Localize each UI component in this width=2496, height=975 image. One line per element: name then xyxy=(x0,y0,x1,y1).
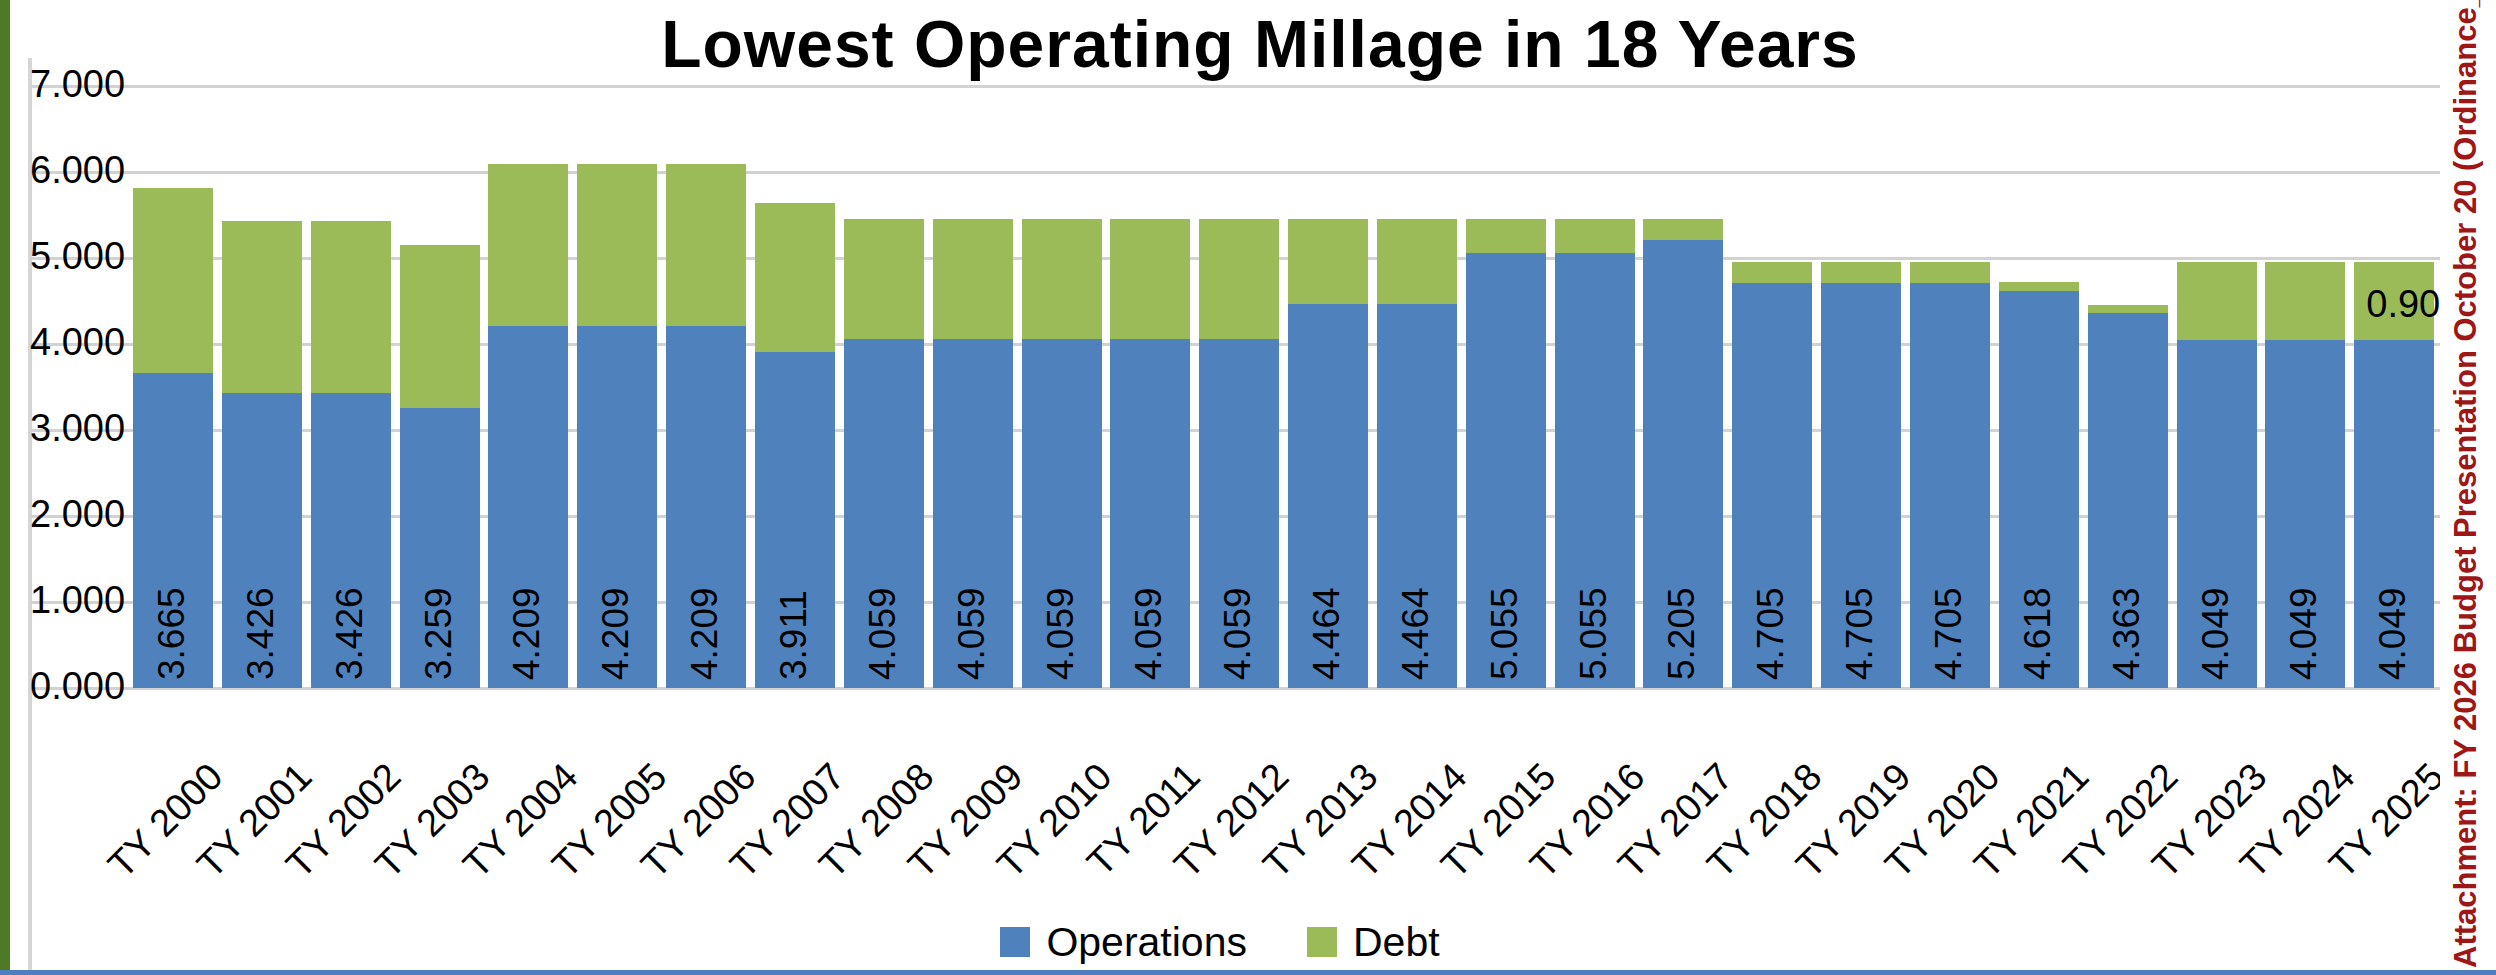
y-axis-label: 7.000 xyxy=(30,63,122,106)
bar-value-label: 4.059 xyxy=(1128,587,1170,680)
bar-value-label: 4.618 xyxy=(2017,587,2059,680)
gridline xyxy=(30,171,2440,174)
bar-value-label: 4.059 xyxy=(862,587,904,680)
bar-segment-debt xyxy=(133,188,213,372)
bar-value-label: 4.059 xyxy=(951,587,993,680)
bar-value-label: 4.049 xyxy=(2283,587,2325,680)
bar-value-label: 5.205 xyxy=(1661,587,1703,680)
bar-value-label: 3.665 xyxy=(151,587,193,680)
bar-value-label: 4.059 xyxy=(1217,587,1259,680)
bar-value-label: 5.055 xyxy=(1573,587,1615,680)
bar-segment-debt xyxy=(1732,262,1812,283)
bar-value-label: 4.464 xyxy=(1306,587,1348,680)
bar-segment-debt xyxy=(1821,262,1901,283)
y-axis-label: 6.000 xyxy=(30,149,122,192)
legend-item-debt: Debt xyxy=(1307,919,1440,966)
chart-legend: Operations Debt xyxy=(0,916,2440,968)
y-axis-label: 4.000 xyxy=(30,321,122,364)
bar-segment-debt xyxy=(1643,219,1723,241)
bar-value-label: 3.259 xyxy=(418,587,460,680)
y-axis-label: 2.000 xyxy=(30,493,122,536)
bar-segment-debt xyxy=(488,164,568,326)
pdf-sidebar-strip xyxy=(0,0,10,975)
legend-label-debt: Debt xyxy=(1353,919,1440,966)
bar-value-label: 3.911 xyxy=(773,590,815,680)
bar-value-label: 4.059 xyxy=(1040,587,1082,680)
y-axis-label: 5.000 xyxy=(30,235,122,278)
bar-value-label: 4.049 xyxy=(2372,587,2414,680)
bar-value-label: 4.209 xyxy=(595,587,637,680)
pdf-bottom-strip xyxy=(0,970,2496,975)
bar-value-label: 3.426 xyxy=(240,587,282,680)
bar-value-label: 4.363 xyxy=(2106,587,2148,680)
bar-value-label: 4.464 xyxy=(1395,587,1437,680)
bar-segment-debt xyxy=(933,219,1013,339)
operations-swatch-icon xyxy=(1000,927,1030,957)
bar-value-label: 4.705 xyxy=(1928,587,1970,680)
y-axis-label: 1.000 xyxy=(30,579,122,622)
bar-segment-debt xyxy=(1288,219,1368,304)
bar-segment-debt xyxy=(1199,219,1279,339)
legend-label-operations: Operations xyxy=(1046,919,1247,966)
bar-segment-debt xyxy=(311,221,391,393)
bar-segment-debt xyxy=(1022,219,1102,339)
bar-value-label: 4.705 xyxy=(1750,587,1792,680)
bar-value-label: 4.209 xyxy=(506,587,548,680)
bar-segment-debt xyxy=(1910,262,1990,283)
slide-canvas: 0.000 1.000 2.000 3.000 4.000 5.000 6.000 7.000… xyxy=(0,0,2496,975)
bar-value-label: 3.426 xyxy=(329,587,371,680)
bar-segment-debt xyxy=(755,203,835,351)
bar-segment-debt xyxy=(400,245,480,408)
bar-segment-debt xyxy=(1555,219,1635,253)
attachment-note: Attachment: FY 2026 Budget Presentation … xyxy=(2448,0,2484,968)
bar-segment-debt xyxy=(2177,262,2257,339)
bar-segment-debt xyxy=(666,164,746,326)
bar-segment-debt xyxy=(844,219,924,339)
bar-segment-debt xyxy=(2088,305,2168,313)
bar-segment-debt xyxy=(1466,219,1546,253)
bar-segment-debt xyxy=(1110,219,1190,339)
chart-title: Lowest Operating Millage in 18 Years xyxy=(430,6,2090,82)
bar-value-label: 4.705 xyxy=(1839,587,1881,680)
debt-swatch-icon xyxy=(1307,927,1337,957)
y-axis-label: 3.000 xyxy=(30,407,122,450)
bar-value-label: 4.209 xyxy=(684,587,726,680)
bar-segment-debt xyxy=(2265,262,2345,339)
legend-item-operations: Operations xyxy=(1000,919,1247,966)
bar-value-label: 4.049 xyxy=(2195,587,2237,680)
bar-segment-debt xyxy=(222,221,302,393)
bar-segment-debt xyxy=(1377,219,1457,304)
bar-value-label: 5.055 xyxy=(1484,587,1526,680)
gridline xyxy=(30,85,2440,88)
bar-segment-debt xyxy=(577,164,657,326)
y-axis-label: 0.000 xyxy=(30,665,122,708)
bar-segment-debt xyxy=(1999,282,2079,291)
